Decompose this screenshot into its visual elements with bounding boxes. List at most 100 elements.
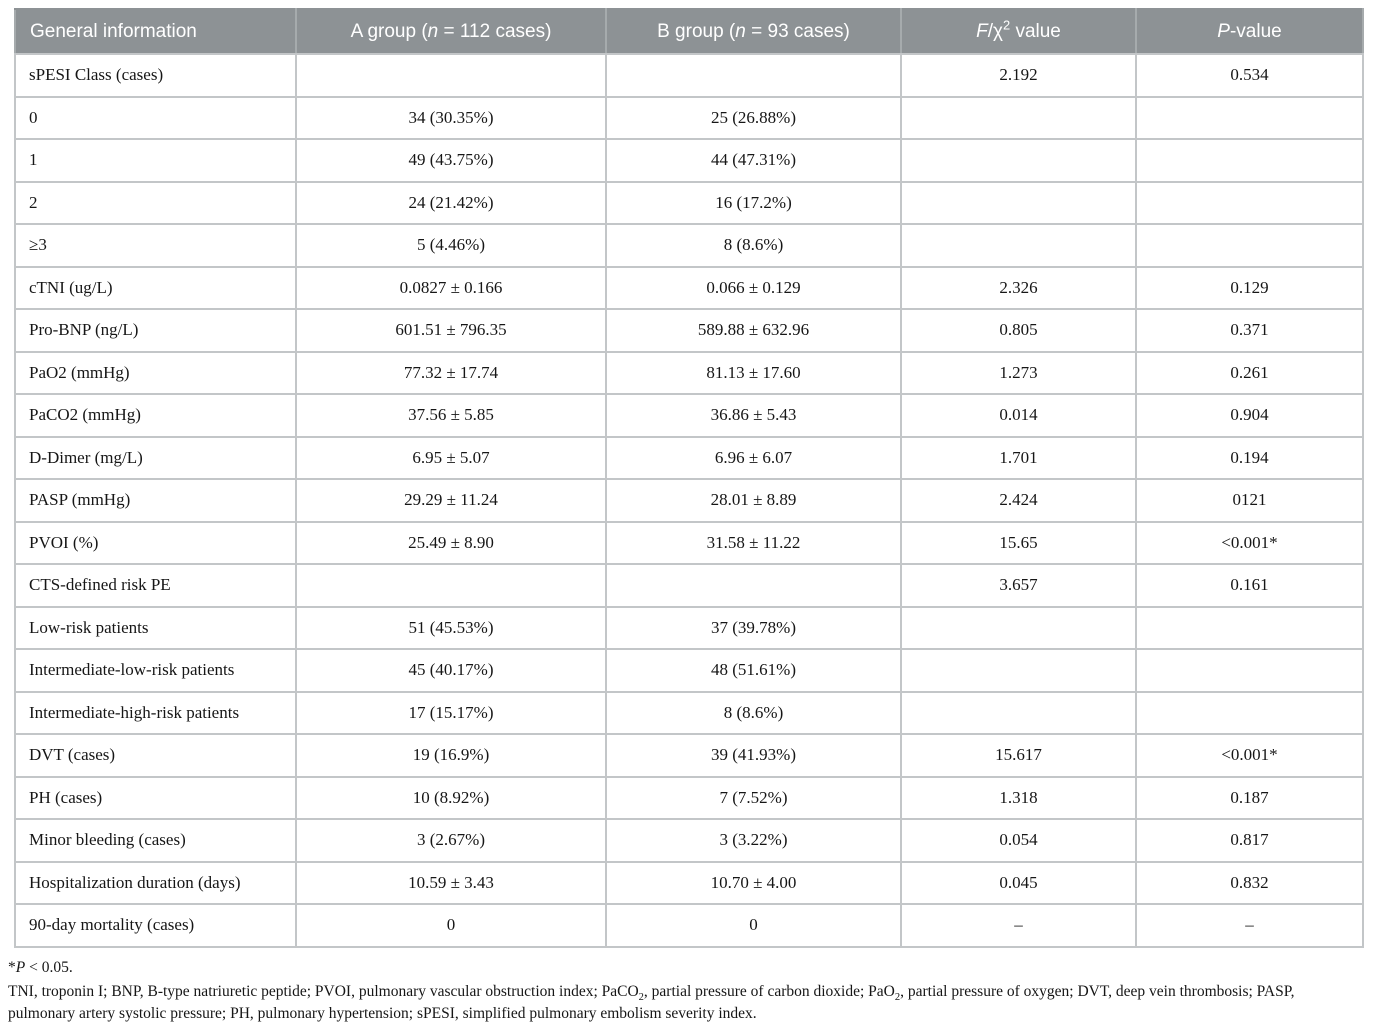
b-group-cell: 7 (7.52%): [605, 775, 902, 820]
row-label-cell: 0: [14, 95, 297, 140]
p-value-cell: [1135, 648, 1364, 693]
row-label-cell: Intermediate-high-risk patients: [14, 690, 297, 735]
row-label-cell: CTS-defined risk PE: [14, 563, 297, 608]
p-value-cell: [1135, 690, 1364, 735]
p-value-cell: –: [1135, 903, 1364, 948]
b-group-cell: [605, 563, 902, 608]
table-row: PASP (mmHg) 29.29 ± 11.24 28.01 ± 8.89 2…: [14, 478, 1364, 523]
table-row: cTNI (ug/L) 0.0827 ± 0.166 0.066 ± 0.129…: [14, 265, 1364, 310]
row-label-cell: PVOI (%): [14, 520, 297, 565]
p-value-cell: 0.187: [1135, 775, 1364, 820]
header-row: General information A group (n = 112 cas…: [14, 8, 1364, 55]
a-group-cell: 0: [295, 903, 607, 948]
row-label-cell: PH (cases): [14, 775, 297, 820]
f-value-cell: 3.657: [900, 563, 1137, 608]
a-group-cell: 5 (4.46%): [295, 223, 607, 268]
p-value-cell: <0.001*: [1135, 520, 1364, 565]
a-group-cell: 24 (21.42%): [295, 180, 607, 225]
p-value-cell: 0.904: [1135, 393, 1364, 438]
row-label-cell: Pro-BNP (ng/L): [14, 308, 297, 353]
b-group-cell: 81.13 ± 17.60: [605, 350, 902, 395]
p-value-cell: 0121: [1135, 478, 1364, 523]
f-value-cell: 0.805: [900, 308, 1137, 353]
table-row: Intermediate-low-risk patients 45 (40.17…: [14, 648, 1364, 693]
table-row: Hospitalization duration (days) 10.59 ± …: [14, 860, 1364, 905]
f-value-cell: 0.045: [900, 860, 1137, 905]
b-group-cell: 31.58 ± 11.22: [605, 520, 902, 565]
p-value-cell: <0.001*: [1135, 733, 1364, 778]
f-value-cell: 2.326: [900, 265, 1137, 310]
f-value-cell: 1.701: [900, 435, 1137, 480]
row-label-cell: Minor bleeding (cases): [14, 818, 297, 863]
table-row: PaCO2 (mmHg) 37.56 ± 5.85 36.86 ± 5.43 0…: [14, 393, 1364, 438]
a-group-cell: 34 (30.35%): [295, 95, 607, 140]
a-group-cell: 10.59 ± 3.43: [295, 860, 607, 905]
p-value-cell: [1135, 95, 1364, 140]
p-value-cell: [1135, 605, 1364, 650]
b-group-cell: 8 (8.6%): [605, 223, 902, 268]
row-label-cell: sPESI Class (cases): [14, 53, 297, 98]
table-row: 2 24 (21.42%) 16 (17.2%): [14, 180, 1364, 225]
b-group-cell: 589.88 ± 632.96: [605, 308, 902, 353]
f-value-cell: [900, 95, 1137, 140]
b-group-cell: 36.86 ± 5.43: [605, 393, 902, 438]
row-label-cell: PaO2 (mmHg): [14, 350, 297, 395]
table-row: DVT (cases) 19 (16.9%) 39 (41.93%) 15.61…: [14, 733, 1364, 778]
table-row: D-Dimer (mg/L) 6.95 ± 5.07 6.96 ± 6.07 1…: [14, 435, 1364, 480]
header-general-information: General information: [14, 8, 297, 55]
a-group-cell: 45 (40.17%): [295, 648, 607, 693]
b-group-cell: 6.96 ± 6.07: [605, 435, 902, 480]
table-row: Low-risk patients 51 (45.53%) 37 (39.78%…: [14, 605, 1364, 650]
row-label-cell: Low-risk patients: [14, 605, 297, 650]
b-group-cell: 8 (8.6%): [605, 690, 902, 735]
row-label-cell: PaCO2 (mmHg): [14, 393, 297, 438]
b-group-cell: 25 (26.88%): [605, 95, 902, 140]
p-value-cell: 0.129: [1135, 265, 1364, 310]
f-value-cell: 0.054: [900, 818, 1137, 863]
table-row: PH (cases) 10 (8.92%) 7 (7.52%) 1.318 0.…: [14, 775, 1364, 820]
a-group-cell: [295, 563, 607, 608]
row-label-cell: 2: [14, 180, 297, 225]
table-row: PaO2 (mmHg) 77.32 ± 17.74 81.13 ± 17.60 …: [14, 350, 1364, 395]
b-group-cell: 16 (17.2%): [605, 180, 902, 225]
f-value-cell: 1.318: [900, 775, 1137, 820]
f-value-cell: 15.65: [900, 520, 1137, 565]
table-body: sPESI Class (cases) 2.192 0.534 0 34 (30…: [14, 53, 1364, 948]
header-b-group: B group (n = 93 cases): [605, 8, 902, 55]
row-label-cell: ≥3: [14, 223, 297, 268]
row-label-cell: D-Dimer (mg/L): [14, 435, 297, 480]
f-value-cell: [900, 605, 1137, 650]
f-value-cell: –: [900, 903, 1137, 948]
f-value-cell: [900, 180, 1137, 225]
footnotes: *P < 0.05. TNI, troponin I; BNP, B-type …: [8, 957, 1363, 1025]
a-group-cell: 17 (15.17%): [295, 690, 607, 735]
a-group-cell: [295, 53, 607, 98]
p-value-cell: 0.832: [1135, 860, 1364, 905]
p-value-cell: 0.194: [1135, 435, 1364, 480]
a-group-cell: 0.0827 ± 0.166: [295, 265, 607, 310]
a-group-cell: 10 (8.92%): [295, 775, 607, 820]
a-group-cell: 37.56 ± 5.85: [295, 393, 607, 438]
row-label-cell: Intermediate-low-risk patients: [14, 648, 297, 693]
a-group-cell: 77.32 ± 17.74: [295, 350, 607, 395]
b-group-cell: 44 (47.31%): [605, 138, 902, 183]
b-group-cell: 39 (41.93%): [605, 733, 902, 778]
f-value-cell: 1.273: [900, 350, 1137, 395]
table-row: PVOI (%) 25.49 ± 8.90 31.58 ± 11.22 15.6…: [14, 520, 1364, 565]
table-row: Intermediate-high-risk patients 17 (15.1…: [14, 690, 1364, 735]
a-group-cell: 3 (2.67%): [295, 818, 607, 863]
row-label-cell: DVT (cases): [14, 733, 297, 778]
table-row: sPESI Class (cases) 2.192 0.534: [14, 53, 1364, 98]
b-group-cell: 3 (3.22%): [605, 818, 902, 863]
b-group-cell: 37 (39.78%): [605, 605, 902, 650]
row-label-cell: PASP (mmHg): [14, 478, 297, 523]
f-value-cell: [900, 223, 1137, 268]
b-group-cell: 28.01 ± 8.89: [605, 478, 902, 523]
table-row: 90-day mortality (cases) 0 0 – –: [14, 903, 1364, 948]
f-value-cell: [900, 138, 1137, 183]
table-row: ≥3 5 (4.46%) 8 (8.6%): [14, 223, 1364, 268]
table-row: 0 34 (30.35%) 25 (26.88%): [14, 95, 1364, 140]
row-label-cell: cTNI (ug/L): [14, 265, 297, 310]
a-group-cell: 51 (45.53%): [295, 605, 607, 650]
